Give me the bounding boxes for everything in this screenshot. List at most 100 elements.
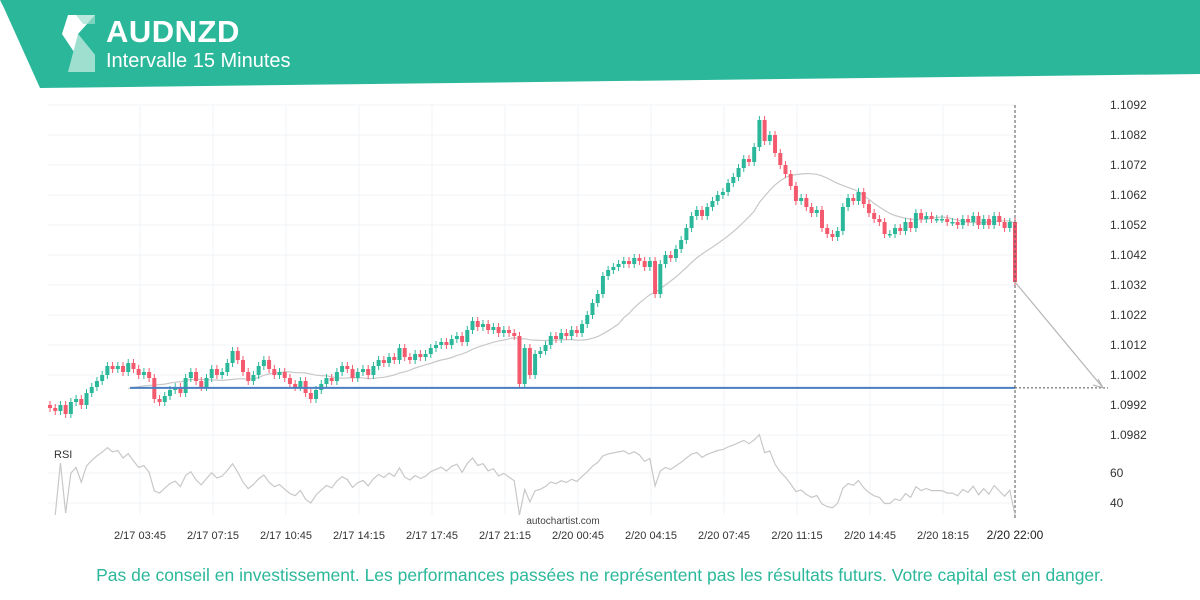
candle (825, 224, 830, 238)
candle-body (501, 330, 506, 333)
candle-body (627, 261, 631, 264)
candle (632, 254, 637, 268)
candle-body (131, 363, 136, 369)
candle-body (298, 381, 303, 387)
candle (992, 212, 997, 229)
candle (475, 317, 480, 331)
candle (241, 356, 245, 376)
candle-body (115, 366, 120, 369)
price-tick-label: 1.1002 (1110, 368, 1147, 382)
candle (820, 206, 824, 232)
candle (157, 395, 162, 406)
candle-body (705, 207, 710, 216)
candle (58, 401, 63, 415)
candle (340, 362, 345, 376)
candle-body (402, 348, 407, 357)
candle-body (647, 261, 652, 267)
candle (480, 320, 485, 331)
candle (48, 401, 52, 412)
candle-body (971, 216, 976, 222)
candle-body (439, 342, 444, 345)
candle-body (872, 213, 877, 219)
candle-body (387, 357, 392, 363)
candle-body (512, 333, 517, 336)
candle-body (950, 222, 955, 224)
candle-body (580, 324, 585, 333)
arrow-head-icon (1092, 378, 1105, 389)
candle-body (48, 405, 52, 408)
candle (971, 212, 976, 226)
candle (945, 215, 950, 226)
candle-body (804, 198, 809, 207)
candle-body (105, 366, 110, 375)
candle-body (569, 330, 574, 336)
candle (757, 116, 762, 151)
candle-body (527, 348, 532, 375)
candle-body (882, 222, 887, 234)
candle (454, 332, 459, 343)
candle (1007, 218, 1012, 232)
candle (762, 116, 767, 145)
moving-average (128, 172, 1016, 390)
candle-body (517, 336, 522, 384)
candle (861, 188, 866, 208)
candle-body (449, 339, 454, 345)
candle-body (188, 372, 193, 378)
price-chart[interactable]: RSI 1.1092 1.1082 1.1072 1.1062 1.1052 1.1042… (0, 0, 1200, 560)
candle-body (522, 348, 527, 384)
candle-body (903, 222, 908, 231)
candle (272, 365, 277, 379)
candle-body (209, 369, 214, 378)
candle-body (157, 399, 162, 402)
candle-body (658, 264, 663, 294)
candle-body (79, 399, 84, 405)
candle-body (1007, 222, 1012, 228)
candle-body (533, 354, 538, 375)
candle (522, 344, 527, 388)
candle (293, 380, 298, 391)
candle-body (251, 375, 256, 381)
candle-body (267, 360, 272, 369)
candle-body (136, 369, 141, 375)
time-tick-label: 2/17 10:45 (260, 530, 312, 542)
candle-body (1002, 222, 1007, 228)
watermark: autochartist.com (526, 516, 599, 527)
time-tick-label: 2/17 03:45 (114, 530, 166, 542)
candle (866, 200, 871, 217)
time-tick-label: 2/17 21:15 (479, 530, 531, 542)
candle (256, 362, 261, 379)
candle (851, 194, 856, 205)
candle (94, 377, 99, 391)
candle (814, 206, 819, 217)
candle (350, 365, 355, 382)
candle (929, 212, 934, 223)
candle (277, 368, 282, 379)
candle (371, 362, 376, 379)
candle (559, 329, 564, 343)
candle (783, 161, 788, 178)
candle-body (418, 354, 423, 357)
candle-body (673, 249, 678, 258)
candle (720, 188, 725, 199)
candle (668, 251, 673, 262)
candle-body (715, 195, 720, 201)
candle-body (960, 219, 965, 225)
candle-body (543, 345, 548, 351)
candle (79, 395, 84, 409)
candle (997, 212, 1002, 226)
candle (324, 374, 329, 388)
candle-body (590, 303, 595, 315)
candle-body (334, 372, 339, 381)
price-tick-label: 1.0992 (1110, 398, 1147, 412)
time-tick-label: 2/20 18:15 (917, 530, 969, 542)
candle-body (799, 198, 804, 201)
candle-body (423, 354, 428, 357)
candle-body (480, 324, 485, 327)
candle-body (679, 240, 684, 249)
candle-body (89, 387, 94, 393)
candle (418, 350, 423, 361)
candle-body (611, 267, 616, 270)
candle-body (809, 207, 814, 213)
candle (731, 173, 736, 187)
candle-body (736, 168, 741, 177)
